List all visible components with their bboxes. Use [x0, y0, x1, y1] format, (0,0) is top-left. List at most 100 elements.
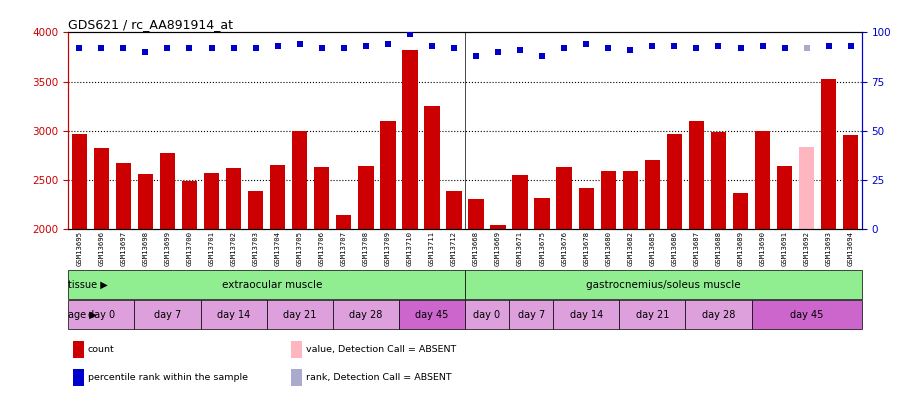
Bar [267, 300, 333, 329]
Text: GSM13697: GSM13697 [120, 231, 126, 266]
Text: GSM13685: GSM13685 [650, 231, 655, 266]
Bar [733, 194, 748, 229]
Text: day 0: day 0 [87, 310, 115, 320]
Text: GSM13694: GSM13694 [848, 231, 854, 266]
Bar [667, 134, 682, 229]
Text: GSM13668: GSM13668 [473, 231, 479, 266]
Text: GSM13686: GSM13686 [672, 231, 677, 266]
Text: GSM13711: GSM13711 [429, 231, 435, 266]
Text: GSM13676: GSM13676 [561, 231, 567, 266]
Text: GSM13704: GSM13704 [275, 231, 280, 266]
Text: count: count [88, 345, 115, 354]
Text: rank, Detection Call = ABSENT: rank, Detection Call = ABSENT [306, 373, 451, 382]
Bar [204, 173, 219, 229]
Bar [399, 300, 465, 329]
Text: GSM13671: GSM13671 [517, 231, 523, 266]
Bar [777, 166, 793, 229]
Bar [446, 190, 461, 229]
Bar [799, 147, 814, 229]
Bar [137, 174, 153, 229]
Bar [380, 121, 396, 229]
Text: day 7: day 7 [154, 310, 181, 320]
Bar [248, 190, 263, 229]
Text: day 45: day 45 [415, 310, 449, 320]
Bar [359, 166, 373, 229]
Text: GSM13693: GSM13693 [825, 231, 832, 266]
Text: GSM13691: GSM13691 [782, 231, 788, 266]
Bar [116, 163, 131, 229]
Text: GSM13707: GSM13707 [340, 231, 347, 266]
Text: GSM13688: GSM13688 [715, 231, 722, 266]
Bar [644, 160, 660, 229]
Bar [579, 188, 594, 229]
Text: GSM13695: GSM13695 [76, 231, 82, 266]
Bar [226, 168, 241, 229]
Bar [73, 341, 84, 358]
Text: GSM13690: GSM13690 [760, 231, 765, 266]
Text: GSM13696: GSM13696 [98, 231, 105, 266]
Text: GSM13706: GSM13706 [318, 231, 325, 266]
Bar [291, 369, 302, 386]
Bar [402, 50, 418, 229]
Text: tissue ▶: tissue ▶ [68, 280, 108, 290]
Bar [424, 106, 440, 229]
Text: percentile rank within the sample: percentile rank within the sample [88, 373, 248, 382]
Bar [160, 153, 175, 229]
Text: GSM13682: GSM13682 [627, 231, 633, 266]
Bar [553, 300, 620, 329]
Text: GSM13700: GSM13700 [187, 231, 193, 266]
Bar [752, 300, 862, 329]
Text: day 21: day 21 [636, 310, 669, 320]
Bar [465, 270, 862, 299]
Bar [601, 171, 616, 229]
Text: day 0: day 0 [473, 310, 500, 320]
Bar [333, 300, 399, 329]
Text: GSM13701: GSM13701 [208, 231, 215, 266]
Bar [292, 130, 308, 229]
Bar [557, 167, 571, 229]
Bar [843, 134, 858, 229]
Bar [622, 171, 638, 229]
Text: GSM13678: GSM13678 [583, 231, 590, 266]
Text: GDS621 / rc_AA891914_at: GDS621 / rc_AA891914_at [68, 18, 233, 31]
Bar [689, 121, 704, 229]
Text: value, Detection Call = ABSENT: value, Detection Call = ABSENT [306, 345, 456, 354]
Text: GSM13698: GSM13698 [142, 231, 148, 266]
Text: GSM13712: GSM13712 [451, 231, 457, 266]
Bar [620, 300, 685, 329]
Text: GSM13709: GSM13709 [385, 231, 391, 266]
Bar [711, 132, 726, 229]
Bar [200, 300, 267, 329]
Bar [68, 270, 465, 299]
Text: GSM13710: GSM13710 [407, 231, 413, 266]
Text: GSM13689: GSM13689 [737, 231, 743, 266]
Text: GSM13675: GSM13675 [539, 231, 545, 266]
Text: GSM13687: GSM13687 [693, 231, 700, 266]
Text: GSM13702: GSM13702 [230, 231, 237, 266]
Bar [534, 198, 550, 229]
Text: extraocular muscle: extraocular muscle [222, 280, 322, 290]
Text: GSM13703: GSM13703 [253, 231, 258, 266]
Text: day 7: day 7 [518, 310, 545, 320]
Bar [94, 148, 109, 229]
Bar [68, 300, 135, 329]
Text: GSM13699: GSM13699 [165, 231, 170, 266]
Text: GSM13669: GSM13669 [495, 231, 501, 266]
Text: day 45: day 45 [790, 310, 824, 320]
Text: day 14: day 14 [217, 310, 250, 320]
Bar [135, 300, 200, 329]
Bar [336, 215, 351, 229]
Text: GSM13705: GSM13705 [297, 231, 303, 266]
Text: day 28: day 28 [702, 310, 735, 320]
Text: day 28: day 28 [349, 310, 382, 320]
Bar [509, 300, 553, 329]
Bar [465, 300, 509, 329]
Text: day 14: day 14 [570, 310, 602, 320]
Bar [314, 167, 329, 229]
Text: day 21: day 21 [283, 310, 317, 320]
Bar [73, 369, 84, 386]
Bar [469, 199, 484, 229]
Text: gastrocnemius/soleus muscle: gastrocnemius/soleus muscle [586, 280, 741, 290]
Bar [821, 79, 836, 229]
Text: GSM13692: GSM13692 [804, 231, 810, 266]
